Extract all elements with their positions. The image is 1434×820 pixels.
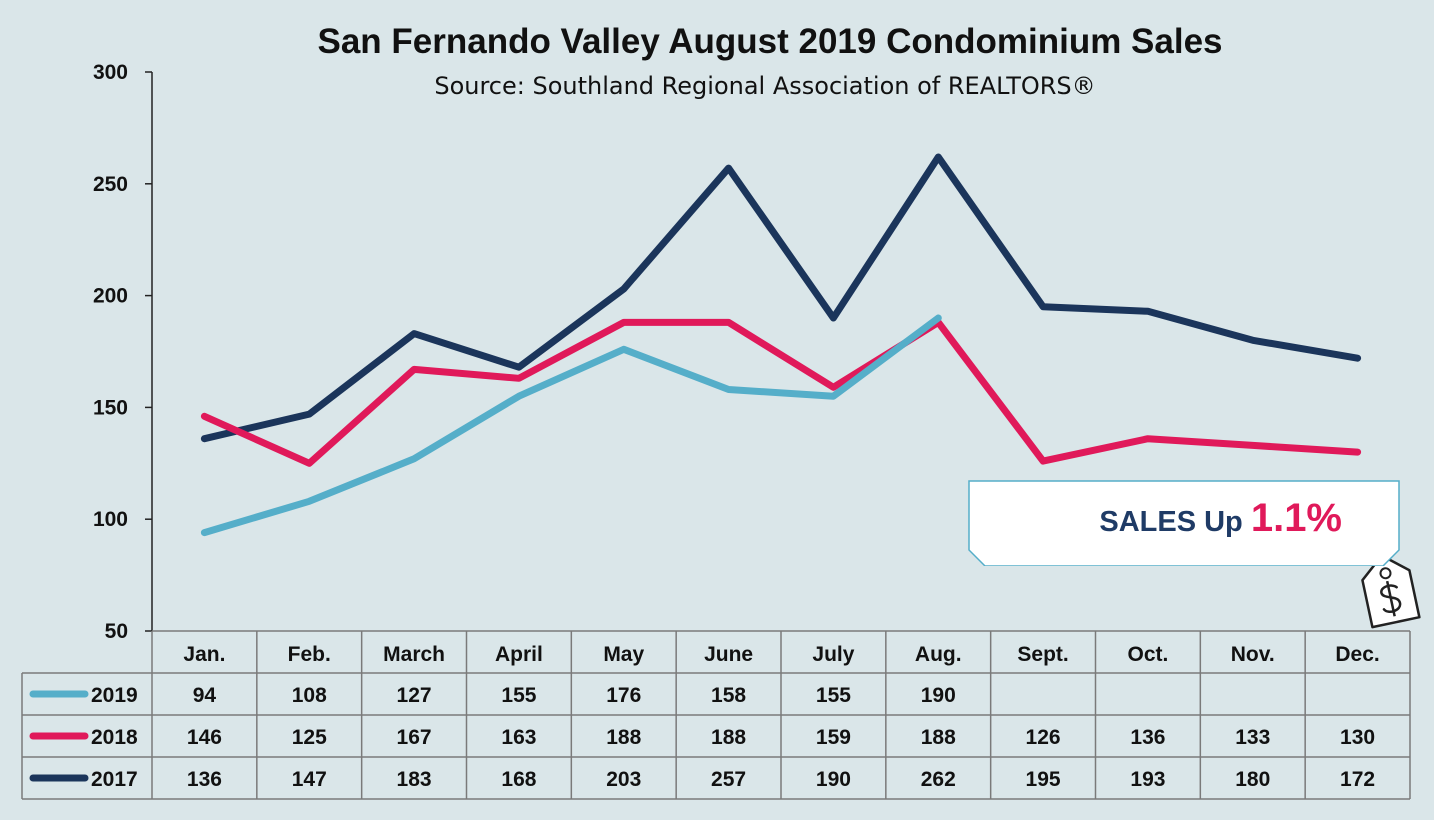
data-table: Jan. Feb. March April May June July Aug. Sept. Oc… [21, 630, 1411, 800]
data-value: 190 [921, 684, 956, 707]
data-value: 172 [1340, 768, 1375, 791]
callout-percent: 1.1% [1250, 496, 1342, 540]
category-label: May [603, 643, 644, 666]
data-value: 167 [397, 726, 432, 749]
data-value: 195 [1026, 768, 1061, 791]
data-value: 136 [187, 768, 222, 791]
y-tick-label: 300 [93, 61, 128, 84]
category-label: Dec. [1335, 643, 1379, 666]
y-tick-label: 50 [105, 620, 128, 643]
category-label: Feb. [288, 643, 331, 666]
category-label: June [704, 643, 753, 666]
legend-label-2017: 2017 [91, 768, 138, 791]
category-label: Sept. [1017, 643, 1068, 666]
category-label: Nov. [1231, 643, 1275, 666]
data-value: 188 [711, 726, 746, 749]
y-axis: 50 100 150 200 250 300 [93, 61, 153, 643]
legend-label-2018: 2018 [91, 726, 138, 749]
data-value: 262 [921, 768, 956, 791]
chart-title: San Fernando Valley August 2019 Condomin… [317, 22, 1223, 61]
data-value: 130 [1340, 726, 1375, 749]
y-tick-label: 100 [93, 508, 128, 531]
category-label: March [383, 643, 445, 666]
callout-text: SALES Up 1.1% [1099, 496, 1342, 541]
data-value: 193 [1130, 768, 1165, 791]
data-value: 158 [711, 684, 746, 707]
category-label: July [812, 643, 854, 666]
category-label: Oct. [1127, 643, 1168, 666]
data-value: 163 [501, 726, 536, 749]
data-value: 147 [292, 768, 327, 791]
data-value: 125 [292, 726, 327, 749]
data-value: 168 [501, 768, 536, 791]
data-value: 183 [397, 768, 432, 791]
data-value: 146 [187, 726, 222, 749]
data-value: 136 [1130, 726, 1165, 749]
legend-label-2019: 2019 [91, 684, 138, 707]
tag-body [1361, 554, 1421, 629]
data-value: 108 [292, 684, 327, 707]
data-value: 133 [1235, 726, 1270, 749]
data-value: 126 [1026, 726, 1061, 749]
series-line-2018 [200, 318, 1362, 467]
data-value: 127 [397, 684, 432, 707]
data-value: 257 [711, 768, 746, 791]
data-value: 155 [816, 684, 851, 707]
series-line-2019 [200, 314, 942, 537]
y-tick-label: 150 [93, 396, 128, 419]
callout-prefix: SALES Up [1099, 506, 1251, 538]
y-tick-label: 200 [93, 285, 128, 308]
series-lines [200, 153, 1362, 537]
data-value: 176 [606, 684, 641, 707]
data-value: 155 [501, 684, 536, 707]
chart-subtitle: Source: Southland Regional Association o… [434, 72, 1096, 100]
y-tick-label: 250 [93, 173, 128, 196]
data-value: 188 [921, 726, 956, 749]
callout-box [968, 480, 1400, 566]
dollar-sign-bar [1385, 580, 1396, 617]
data-value: 190 [816, 768, 851, 791]
data-value: 180 [1235, 768, 1270, 791]
data-value: 159 [816, 726, 851, 749]
tag-hole [1379, 567, 1392, 580]
category-label: Jan. [183, 643, 225, 666]
sales-callout: SALES Up 1.1% [968, 480, 1400, 566]
category-label: April [495, 643, 543, 666]
data-value: 188 [606, 726, 641, 749]
series-line-2017 [200, 153, 1362, 443]
category-label: Aug. [915, 643, 962, 666]
data-value: 94 [193, 684, 217, 707]
data-value: 203 [606, 768, 641, 791]
